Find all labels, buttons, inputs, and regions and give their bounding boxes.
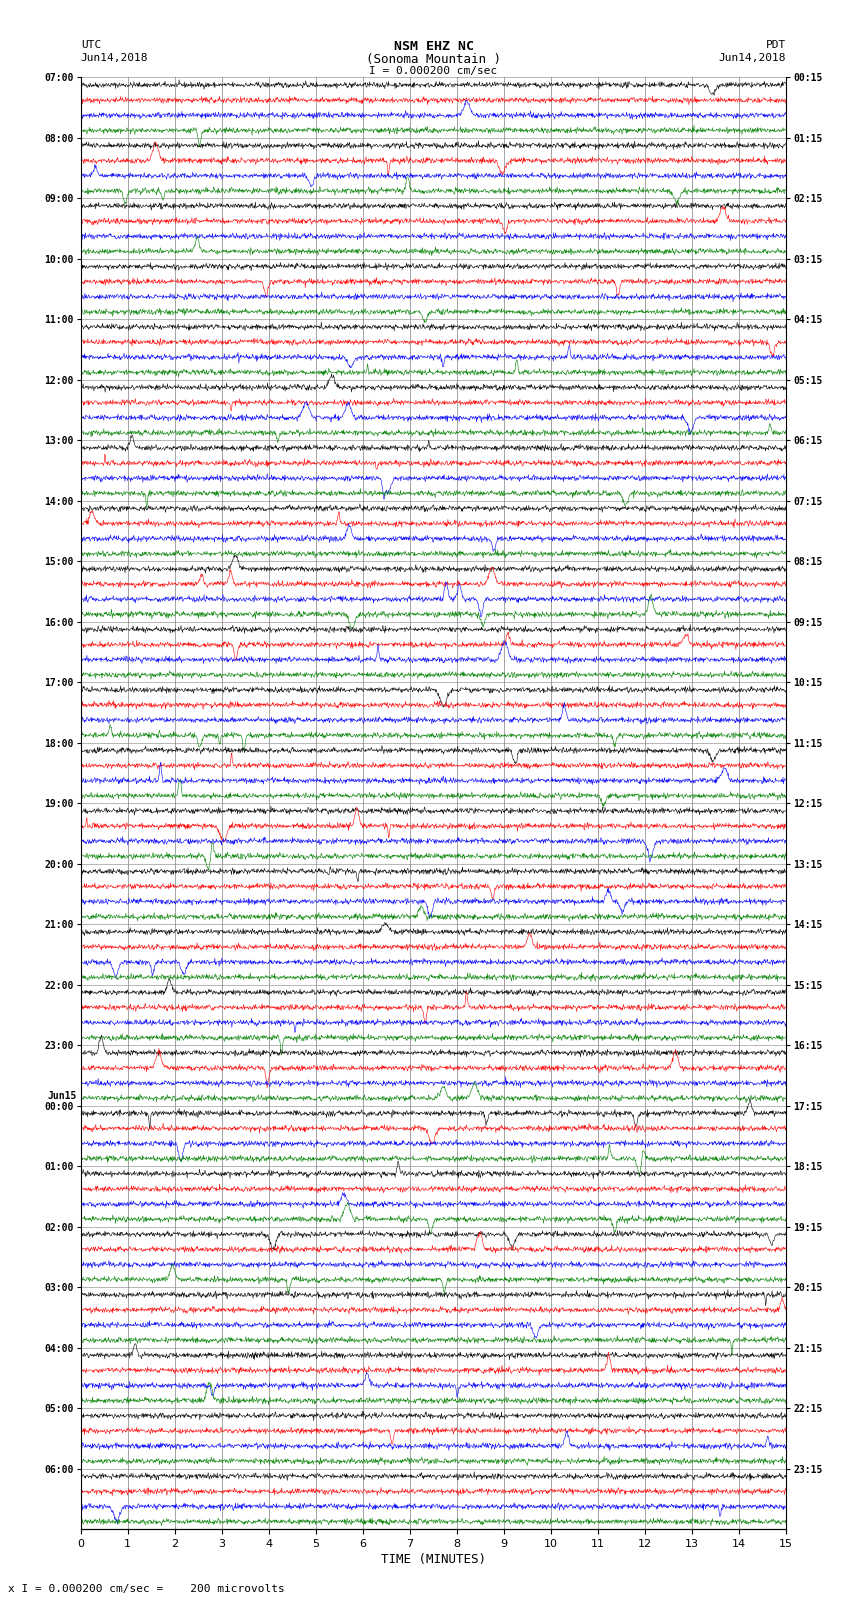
Text: Jun14,2018: Jun14,2018 (81, 53, 148, 63)
Text: PDT: PDT (766, 40, 786, 50)
Text: Jun14,2018: Jun14,2018 (719, 53, 786, 63)
Text: NSM EHZ NC: NSM EHZ NC (394, 40, 473, 53)
Text: (Sonoma Mountain ): (Sonoma Mountain ) (366, 53, 501, 66)
Text: Jun15: Jun15 (47, 1090, 76, 1100)
X-axis label: TIME (MINUTES): TIME (MINUTES) (381, 1553, 486, 1566)
Text: x I = 0.000200 cm/sec =    200 microvolts: x I = 0.000200 cm/sec = 200 microvolts (8, 1584, 286, 1594)
Text: I = 0.000200 cm/sec: I = 0.000200 cm/sec (370, 66, 497, 76)
Text: UTC: UTC (81, 40, 101, 50)
